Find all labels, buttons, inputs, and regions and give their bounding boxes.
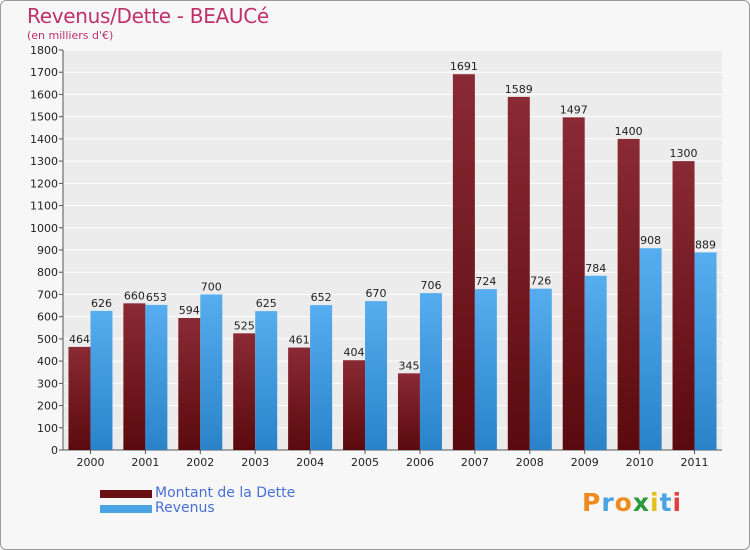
value-label-revenus-2001: 653 [146, 291, 167, 304]
y-tick-label: 300 [37, 377, 58, 390]
legend-swatch-revenus [100, 505, 152, 513]
logo-letter: i [650, 488, 660, 517]
bar-debt-2011 [672, 161, 695, 450]
y-tick-label: 200 [37, 400, 58, 413]
value-label-debt-2001: 660 [124, 289, 145, 302]
logo-letter: r [601, 488, 615, 517]
x-tick-label-2003: 2003 [241, 456, 269, 469]
bar-revenus-2000 [90, 310, 113, 450]
y-tick-label: 1600 [30, 88, 58, 101]
logo-letter: o [614, 488, 633, 517]
value-label-debt-2002: 594 [179, 304, 200, 317]
value-label-debt-2010: 1400 [615, 125, 643, 138]
bar-revenus-2001 [145, 304, 168, 450]
bar-revenus-2002 [200, 294, 223, 450]
bar-debt-2005 [343, 360, 366, 450]
y-tick-label: 700 [37, 288, 58, 301]
bar-revenus-2010 [639, 248, 662, 450]
bar-revenus-2007 [474, 289, 497, 450]
value-label-revenus-2000: 626 [91, 297, 112, 310]
y-tick-label: 600 [37, 311, 58, 324]
value-label-revenus-2002: 700 [201, 280, 222, 293]
x-tick-label-2000: 2000 [76, 456, 104, 469]
value-label-debt-2007: 1691 [450, 60, 478, 73]
value-label-debt-2005: 404 [344, 346, 365, 359]
chart-subtitle: (en milliers d'€) [27, 29, 114, 42]
y-tick-label: 500 [37, 333, 58, 346]
x-tick-label-2005: 2005 [351, 456, 379, 469]
y-tick-label: 1700 [30, 66, 58, 79]
legend-swatch-debt [100, 490, 152, 498]
x-tick-label-2001: 2001 [131, 456, 159, 469]
value-label-revenus-2009: 784 [585, 262, 606, 275]
value-label-debt-2003: 525 [234, 319, 255, 332]
y-tick-label: 0 [51, 444, 58, 457]
logo-letter: P [582, 488, 602, 517]
value-label-debt-2000: 464 [69, 333, 90, 346]
value-label-debt-2009: 1497 [560, 103, 588, 116]
value-label-revenus-2005: 670 [366, 287, 387, 300]
bars [68, 74, 717, 450]
x-tick-label-2010: 2010 [626, 456, 654, 469]
y-tick-label: 1200 [30, 177, 58, 190]
bar-debt-2007 [452, 74, 475, 450]
value-label-debt-2011: 1300 [670, 147, 698, 160]
y-tick-label: 1000 [30, 222, 58, 235]
x-tick-label-2006: 2006 [406, 456, 434, 469]
y-tick-label: 800 [37, 266, 58, 279]
value-label-revenus-2004: 652 [311, 291, 332, 304]
bar-revenus-2011 [694, 252, 717, 450]
y-tick-label: 400 [37, 355, 58, 368]
proxiti-logo: Proxiti [582, 488, 682, 517]
y-tick-label: 1100 [30, 200, 58, 213]
bar-revenus-2005 [365, 301, 388, 450]
logo-letter: i [672, 488, 683, 517]
bar-debt-2003 [233, 333, 256, 450]
legend-label-debt: Montant de la Dette [155, 485, 296, 501]
x-tick-label-2011: 2011 [681, 456, 709, 469]
logo-letter: t [659, 488, 673, 517]
bar-revenus-2003 [255, 311, 278, 450]
value-label-revenus-2007: 724 [475, 275, 496, 288]
x-tick-label-2002: 2002 [186, 456, 214, 469]
value-label-revenus-2006: 706 [420, 279, 441, 292]
bar-debt-2010 [617, 138, 640, 450]
bar-debt-2004 [288, 347, 311, 450]
value-label-debt-2008: 1589 [505, 83, 533, 96]
y-tick-label: 900 [37, 244, 58, 257]
bar-debt-2008 [507, 96, 530, 450]
value-label-revenus-2008: 726 [530, 275, 551, 288]
bar-debt-2006 [397, 373, 420, 450]
y-tick-label: 1500 [30, 111, 58, 124]
logo-letter: x [632, 488, 650, 517]
bar-revenus-2004 [310, 305, 333, 450]
x-tick-label-2009: 2009 [571, 456, 599, 469]
value-label-revenus-2011: 889 [695, 238, 716, 251]
y-tick-label: 1400 [30, 133, 58, 146]
bar-debt-2001 [123, 303, 146, 450]
bar-debt-2002 [178, 318, 201, 450]
value-label-debt-2006: 345 [398, 359, 419, 372]
value-label-revenus-2010: 908 [640, 234, 661, 247]
y-tick-label: 1300 [30, 155, 58, 168]
x-tick-label-2007: 2007 [461, 456, 489, 469]
bar-revenus-2006 [419, 293, 442, 450]
legend-label-revenus: Revenus [155, 500, 215, 516]
bar-revenus-2008 [529, 288, 552, 450]
value-label-revenus-2003: 625 [256, 297, 277, 310]
chart-title: Revenus/Dette - BEAUCé [27, 4, 269, 28]
value-label-debt-2004: 461 [289, 334, 310, 347]
x-tick-label-2004: 2004 [296, 456, 324, 469]
x-tick-label-2008: 2008 [516, 456, 544, 469]
y-tick-label: 1800 [30, 44, 58, 57]
bar-debt-2000 [68, 346, 91, 450]
bar-revenus-2009 [584, 275, 607, 450]
axes: 0 100 200 300 400 500 600 700 800 900 1000 1100 1200… [30, 44, 722, 469]
y-tick-label: 100 [37, 422, 58, 435]
bar-debt-2009 [562, 117, 585, 450]
